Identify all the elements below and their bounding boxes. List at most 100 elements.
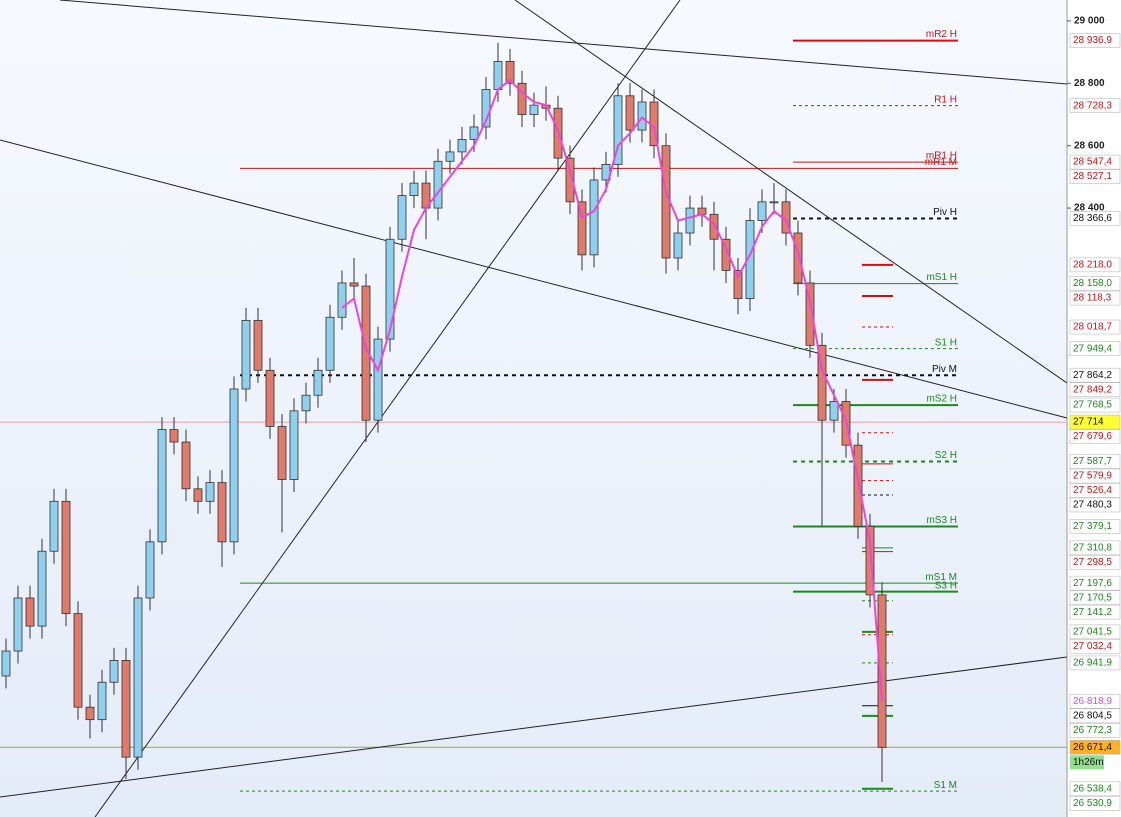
price-tag-label: 27 032,4	[1073, 641, 1112, 652]
price-tag	[1069, 693, 1121, 709]
candle-body	[469, 126, 479, 140]
price-tag-label: 28 547,4	[1073, 157, 1112, 168]
price-tag-label: 26 538,4	[1073, 783, 1112, 794]
candle-body	[769, 201, 779, 204]
timer: 1h26m	[1073, 757, 1104, 768]
price-tag	[1069, 483, 1121, 498]
candle-body	[661, 145, 671, 259]
price-tag-label: 28 158,0	[1073, 278, 1112, 289]
level-label: mS3 H	[926, 515, 957, 526]
candle-body	[61, 500, 71, 615]
y-tick-label: 28 600	[1074, 140, 1105, 151]
price-tag-label: 27 849,2	[1073, 384, 1112, 395]
moving-average	[341, 78, 883, 702]
candle-body	[877, 594, 887, 748]
price-tag	[1069, 708, 1121, 724]
candle-body	[181, 441, 191, 490]
candle-body	[157, 429, 167, 543]
candle-body	[133, 597, 143, 758]
trendline	[0, 656, 1068, 798]
price-tag	[1069, 319, 1121, 335]
candle-body	[613, 95, 623, 165]
level-label: Piv H	[933, 207, 957, 218]
candle-body	[169, 429, 179, 443]
candle-body	[25, 597, 35, 627]
candle-body	[589, 179, 599, 256]
price-tag	[1069, 655, 1121, 671]
trendline	[94, 0, 681, 817]
price-tag-label: 28 118,3	[1073, 293, 1112, 304]
candle-body	[13, 597, 23, 652]
candle-body	[205, 482, 215, 502]
price-tag-label: 27 379,1	[1073, 521, 1112, 532]
price-tag	[1069, 341, 1121, 356]
candle-body	[1, 650, 11, 677]
price-tag	[1069, 367, 1121, 383]
price-tag-label: 27 526,4	[1073, 485, 1112, 496]
price-tag	[1069, 33, 1121, 48]
candle-body	[397, 195, 407, 240]
price-tag-label: 26 772,3	[1073, 725, 1112, 736]
price-tag-label: 28 527,1	[1073, 171, 1112, 182]
level-label: S1 M	[934, 780, 957, 791]
timer-box	[1070, 755, 1104, 770]
price-tag	[1069, 540, 1121, 556]
trendlines	[0, 0, 1068, 817]
candle-body	[145, 541, 155, 599]
price-tag	[1069, 414, 1121, 430]
price-tag-label: 28 936,9	[1073, 35, 1112, 46]
candle-body	[277, 426, 287, 480]
candle-body	[745, 220, 755, 299]
price-tag	[1069, 257, 1121, 273]
candle-body	[733, 270, 743, 299]
price-tag	[1069, 290, 1121, 306]
candle-body	[577, 201, 587, 256]
candle-body	[721, 238, 731, 271]
candle-body	[313, 369, 323, 396]
candle-body	[385, 238, 395, 340]
candle-body	[97, 681, 107, 721]
price-tag	[1069, 397, 1121, 413]
price-tag	[1069, 454, 1121, 469]
price-tag-label: 26 804,5	[1073, 710, 1112, 721]
level-label: mR1 H	[926, 151, 957, 162]
level-label: mS2 H	[926, 394, 957, 405]
price-tag	[1069, 154, 1121, 170]
price-tag	[1069, 169, 1121, 184]
candle-body	[757, 201, 767, 221]
candle-body	[685, 207, 695, 234]
price-tag	[1069, 211, 1121, 226]
price-tag	[1069, 276, 1121, 291]
candle-body	[829, 401, 839, 421]
level-label: mS1 M	[925, 572, 957, 583]
price-tag-label: 28 728,3	[1073, 100, 1112, 111]
candle-body	[361, 285, 371, 421]
candle-body	[409, 182, 419, 196]
price-tag	[1069, 429, 1121, 444]
candle-body	[337, 282, 347, 318]
price-tag	[1069, 575, 1121, 591]
candle-body	[301, 394, 311, 412]
price-tag	[1069, 781, 1121, 797]
candles	[1, 42, 887, 783]
price-tag	[1069, 604, 1121, 620]
candle-body	[673, 232, 683, 259]
price-tag-label: 27 170,5	[1073, 592, 1112, 603]
candle-body	[529, 104, 539, 115]
price-tag-label: 27 864,2	[1073, 370, 1112, 381]
trendline	[514, 0, 1068, 384]
price-tag-label: 27 197,6	[1073, 578, 1112, 589]
price-tag-label: 26 530,9	[1073, 798, 1112, 809]
price-tag-label: 27 714	[1073, 417, 1104, 428]
level-label: S3 H	[935, 580, 957, 591]
trendline	[0, 139, 1068, 419]
price-tag	[1069, 382, 1121, 398]
level-label: R1 H	[934, 94, 957, 105]
candle-body	[109, 660, 119, 683]
price-tag-label: 26 671,4	[1073, 742, 1112, 753]
level-label: Piv M	[932, 364, 957, 375]
price-tag	[1069, 555, 1121, 570]
price-tag-label: 26 941,9	[1073, 658, 1112, 669]
